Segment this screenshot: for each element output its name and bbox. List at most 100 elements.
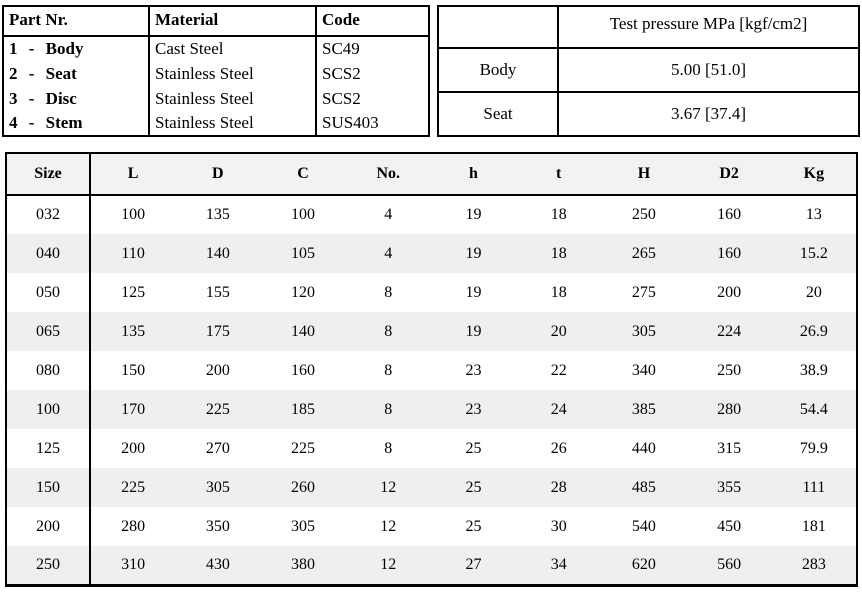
table-cell: 170: [121, 400, 146, 418]
table-cell: 225: [121, 478, 146, 496]
table-cell: 280: [121, 517, 146, 535]
table-cell: 26: [550, 439, 567, 457]
table-cell: 1 - Body: [2, 36, 150, 61]
table-cell: 200: [121, 439, 146, 457]
dims-header-kg: Kg: [771, 153, 857, 196]
table-cell: 155: [205, 283, 230, 301]
table-cell: 4: [384, 206, 393, 223]
table-cell: 135: [205, 206, 230, 223]
dims-header-hh: H: [601, 153, 687, 196]
table-cell: 135: [121, 322, 146, 340]
table-cell: 20: [550, 322, 567, 340]
table-cell: Stainless Steel: [148, 86, 317, 111]
table-cell: 380: [291, 555, 316, 573]
table-cell: 19: [465, 206, 482, 223]
table-cell: 23: [465, 400, 482, 418]
table-cell: 8: [384, 322, 393, 340]
table-cell: 270: [205, 439, 230, 457]
table-cell: Seat: [437, 91, 559, 137]
table-cell: 13: [805, 206, 822, 223]
table-cell: 34: [550, 555, 567, 573]
dimensions-table-body: 032 100 135 100 4 19 18 250 160 13 040 110 140 105 4 19…: [6, 195, 857, 585]
table-cell: SCS2: [315, 86, 430, 111]
parts-header-code: Code: [315, 5, 430, 37]
table-cell: 12: [380, 555, 397, 573]
table-row: 150 225 305 260 12 25 28 485 355 111: [6, 468, 857, 507]
table-cell: Stainless Steel: [148, 111, 317, 136]
table-cell: 140: [291, 322, 316, 340]
table-row: 250 310 430 380 12 27 34 620 560 283: [6, 546, 857, 585]
table-cell: 19: [465, 283, 482, 301]
table-cell: 105: [291, 244, 316, 262]
table-cell: 100: [291, 206, 316, 223]
table-cell: 250: [631, 206, 656, 223]
table-cell: 110: [121, 244, 145, 262]
table-cell: 12: [380, 517, 397, 535]
table-row: 2 - Seat Stainless Steel SCS2: [2, 61, 430, 86]
table-cell: 5.00 [51.0]: [557, 47, 860, 93]
table-cell: 18: [550, 244, 567, 262]
table-cell: 120: [291, 283, 316, 301]
table-cell: 30: [550, 517, 567, 535]
table-cell: 305: [631, 322, 656, 340]
table-cell: 160: [717, 244, 742, 262]
table-cell: 160: [717, 206, 742, 223]
table-row: 1 - Body Cast Steel SC49: [2, 36, 430, 61]
table-cell: 125: [6, 429, 91, 468]
table-row: Seat 3.67 [37.4]: [437, 91, 860, 137]
parts-header-row: Part Nr. Material Code: [2, 5, 430, 37]
table-row: 200 280 350 305 12 25 30 540 450 181: [6, 507, 857, 546]
table-cell: 350: [205, 517, 230, 535]
table-cell: 25: [465, 439, 482, 457]
table-cell: 100: [121, 206, 146, 223]
dims-header-h: h: [430, 153, 517, 196]
table-cell: 26.9: [799, 322, 828, 340]
table-cell: 38.9: [799, 361, 828, 379]
dims-header-d2: D2: [686, 153, 772, 196]
table-cell: Body: [437, 47, 559, 93]
table-cell: 283: [801, 555, 826, 573]
table-cell: 150: [6, 468, 91, 507]
table-cell: 23: [465, 361, 482, 379]
pressure-corner-cell: [437, 5, 559, 49]
table-cell: 040: [6, 234, 91, 273]
table-row: 125 200 270 225 8 25 26 440 315 79.9: [6, 429, 857, 468]
table-cell: 485: [631, 478, 656, 496]
parts-material-table: Part Nr. Material Code 1 - Body Cast Stee…: [2, 5, 430, 137]
table-row: 3 - Disc Stainless Steel SCS2: [2, 86, 430, 111]
table-cell: 12: [380, 478, 397, 496]
dims-header-c: C: [260, 153, 346, 196]
table-cell: 18: [550, 283, 567, 301]
table-cell: 250: [717, 361, 742, 379]
dims-header-t: t: [516, 153, 602, 196]
table-cell: Stainless Steel: [148, 61, 317, 86]
table-cell: 430: [205, 555, 230, 573]
table-cell: 200: [205, 361, 230, 379]
table-row: 100 170 225 185 8 23 24 385 280 54.4: [6, 390, 857, 429]
table-cell: 175: [205, 322, 230, 340]
table-cell: 065: [6, 312, 91, 351]
table-cell: 305: [291, 517, 316, 535]
table-cell: 340: [631, 361, 656, 379]
table-cell: 440: [631, 439, 656, 457]
table-row: 040 110 140 105 4 19 18 265 160 15.2: [6, 234, 857, 273]
table-cell: 540: [631, 517, 656, 535]
table-cell: 54.4: [799, 400, 828, 418]
table-row: 4 - Stem Stainless Steel SUS403: [2, 111, 430, 136]
pressure-header-title: Test pressure MPa [kgf/cm2]: [557, 5, 860, 49]
table-cell: 050: [6, 273, 91, 312]
table-cell: 310: [121, 555, 146, 573]
table-row: Body 5.00 [51.0]: [437, 47, 860, 93]
table-cell: 79.9: [799, 439, 828, 457]
table-cell: 315: [717, 439, 742, 457]
dimensions-header-row: Size L D C No. h t H D2 Kg: [6, 153, 857, 196]
table-cell: 355: [717, 478, 742, 496]
table-cell: 280: [717, 400, 742, 418]
table-cell: 225: [291, 439, 316, 457]
table-cell: 160: [291, 361, 316, 379]
parts-table-body: 1 - Body Cast Steel SC49 2 - Seat Stainless …: [2, 36, 430, 136]
table-cell: SCS2: [315, 61, 430, 86]
table-cell: 181: [801, 517, 826, 535]
dims-header-size: Size: [6, 153, 91, 196]
table-cell: 032: [6, 195, 91, 234]
